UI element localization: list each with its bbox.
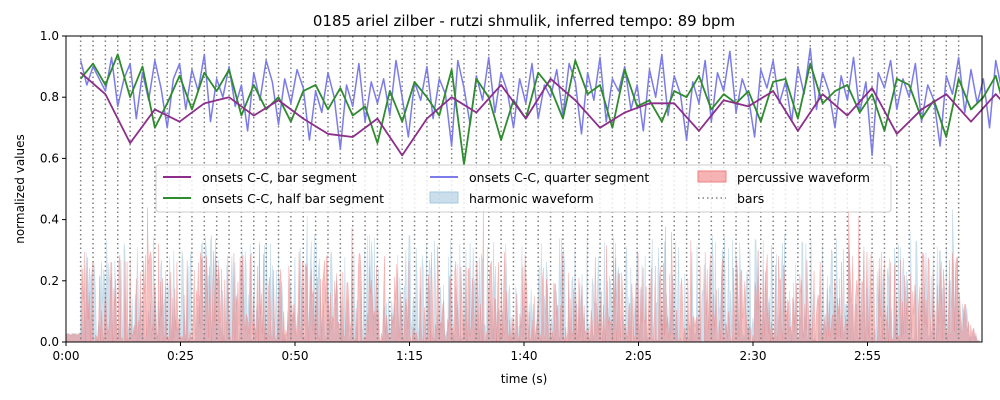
y-tick-label: 0.6 — [40, 151, 59, 165]
legend-label-half-bar-segment: onsets C-C, half bar segment — [202, 191, 384, 206]
x-tick-label: 2:05 — [625, 349, 652, 363]
y-tick-label: 0.8 — [40, 90, 59, 104]
percussive-waveform-layer — [65, 201, 982, 343]
legend: onsets C-C, bar segment onsets C-C, half… — [155, 164, 892, 213]
legend-label-quarter-segment: onsets C-C, quarter segment — [469, 170, 649, 185]
y-tick-label: 0.4 — [40, 213, 59, 227]
x-tick-label: 2:30 — [740, 349, 767, 363]
x-axis-ticks: 0:00 0:25 0:50 1:15 1:40 2:05 2:30 2:55 — [53, 342, 881, 363]
chart-title: 0185 ariel zilber - rutzi shmulik, infer… — [313, 12, 735, 30]
legend-label-percussive-waveform: percussive waveform — [737, 170, 870, 185]
x-tick-label: 0:00 — [53, 349, 80, 363]
legend-swatch-harmonic-waveform — [429, 191, 459, 204]
x-tick-label: 2:55 — [854, 349, 881, 363]
y-axis-ticks: 0.0 0.2 0.4 0.6 0.8 1.0 — [40, 29, 66, 349]
legend-label-harmonic-waveform: harmonic waveform — [469, 191, 594, 206]
x-tick-label: 0:50 — [282, 349, 309, 363]
legend-swatch-percussive-waveform — [697, 170, 727, 183]
x-tick-label: 1:15 — [396, 349, 423, 363]
onset-lines-layer — [79, 47, 1000, 166]
legend-label-bar-segment: onsets C-C, bar segment — [202, 170, 357, 185]
series-line-onsets-c-c-quarter-segment — [79, 47, 1000, 157]
legend-label-bars: bars — [737, 191, 764, 206]
series-line-onsets-c-c-bar-segment — [80, 72, 1000, 157]
y-tick-label: 0.2 — [40, 274, 59, 288]
series-line-onsets-c-c-half-bar-segment — [79, 53, 1000, 166]
x-tick-label: 0:25 — [167, 349, 194, 363]
percussive-waveform-area — [65, 201, 982, 343]
x-axis-label: time (s) — [501, 372, 548, 386]
y-tick-label: 0.0 — [40, 335, 59, 349]
y-tick-label: 1.0 — [40, 29, 59, 43]
x-tick-label: 1:40 — [511, 349, 538, 363]
y-axis-label: normalized values — [13, 134, 27, 244]
